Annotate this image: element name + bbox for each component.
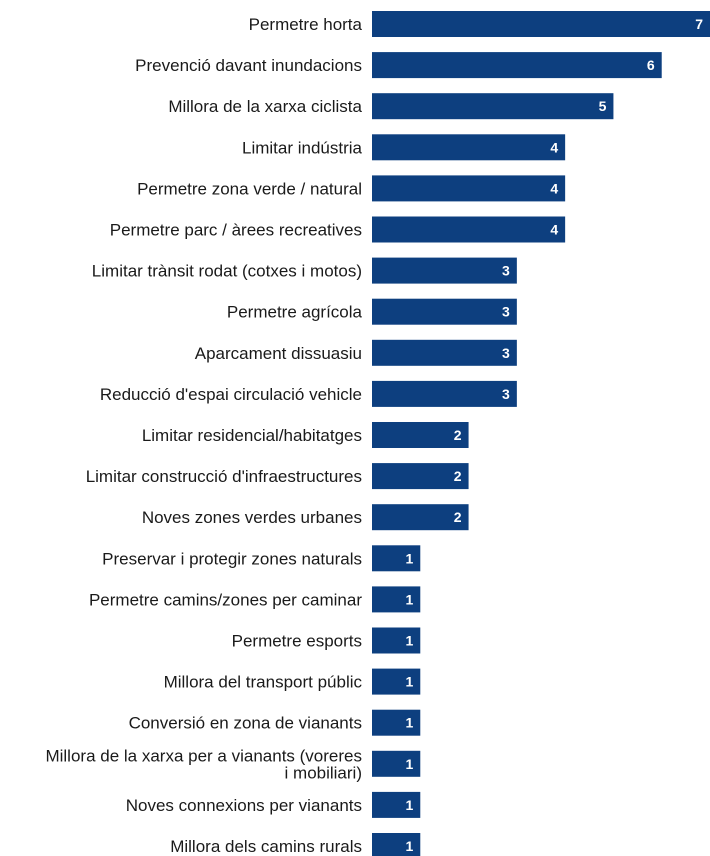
category-label: Millora de la xarxa per a vianants (vore… bbox=[45, 746, 362, 782]
category-label: Millora dels camins rurals bbox=[170, 837, 362, 856]
bar bbox=[372, 380, 517, 407]
category-label: Noves zones verdes urbanes bbox=[142, 508, 362, 527]
value-label: 2 bbox=[454, 427, 462, 443]
bar bbox=[372, 11, 710, 37]
value-label: 1 bbox=[405, 633, 413, 649]
bar bbox=[372, 668, 421, 695]
category-label: Permetre esports bbox=[232, 632, 362, 651]
value-label: 4 bbox=[550, 180, 558, 196]
category-label: Reducció d'espai circulació vehicle bbox=[100, 385, 362, 404]
bar bbox=[372, 216, 566, 243]
bar bbox=[372, 463, 469, 490]
bar bbox=[372, 52, 662, 79]
category-label: Millora del transport públic bbox=[164, 673, 363, 692]
category-label: Preservar i protegir zones naturals bbox=[102, 549, 362, 568]
value-label: 6 bbox=[647, 57, 655, 73]
category-label: Permetre zona verde / natural bbox=[137, 179, 362, 198]
bar bbox=[372, 791, 421, 818]
value-label: 1 bbox=[405, 591, 413, 607]
bar bbox=[372, 586, 421, 613]
bar bbox=[372, 339, 517, 366]
bar bbox=[372, 709, 421, 736]
bar bbox=[372, 504, 469, 531]
bar bbox=[372, 298, 517, 325]
value-label: 3 bbox=[502, 304, 510, 320]
category-label: Limitar indústria bbox=[242, 138, 363, 157]
value-label: 4 bbox=[550, 222, 558, 238]
category-label-line: i mobiliari) bbox=[285, 763, 362, 782]
bar bbox=[372, 627, 421, 654]
value-label: 1 bbox=[405, 715, 413, 731]
category-label-line: Millora de la xarxa per a vianants (vore… bbox=[45, 746, 362, 765]
category-label: Noves connexions per vianants bbox=[126, 796, 362, 815]
value-label: 3 bbox=[502, 386, 510, 402]
category-label: Aparcament dissuasiu bbox=[195, 344, 362, 363]
category-label: Permetre camins/zones per caminar bbox=[89, 590, 362, 609]
category-label: Limitar construcció d'infraestructures bbox=[86, 467, 362, 486]
category-label: Conversió en zona de vianants bbox=[129, 714, 362, 733]
value-label: 2 bbox=[454, 468, 462, 484]
bar bbox=[372, 833, 421, 856]
value-label: 5 bbox=[599, 98, 607, 114]
value-label: 1 bbox=[405, 797, 413, 813]
value-label: 1 bbox=[405, 756, 413, 772]
value-label: 3 bbox=[502, 345, 510, 361]
value-label: 4 bbox=[550, 139, 558, 155]
value-label: 2 bbox=[454, 509, 462, 525]
category-label: Permetre horta bbox=[249, 15, 363, 34]
value-label: 3 bbox=[502, 263, 510, 279]
value-label: 1 bbox=[405, 550, 413, 566]
bar bbox=[372, 93, 614, 120]
category-label: Prevenció davant inundacions bbox=[135, 56, 362, 75]
bar bbox=[372, 257, 517, 284]
value-label: 7 bbox=[695, 16, 703, 32]
category-label: Limitar residencial/habitatges bbox=[142, 426, 362, 445]
bar bbox=[372, 422, 469, 448]
value-label: 1 bbox=[405, 838, 413, 854]
bar bbox=[372, 175, 566, 202]
category-label: Permetre parc / àrees recreatives bbox=[110, 221, 362, 240]
category-label: Permetre agrícola bbox=[227, 303, 363, 322]
bar bbox=[372, 134, 566, 161]
bar bbox=[372, 750, 421, 777]
bar bbox=[372, 545, 421, 572]
value-label: 1 bbox=[405, 674, 413, 690]
category-label: Millora de la xarxa ciclista bbox=[168, 97, 362, 116]
category-label: Limitar trànsit rodat (cotxes i motos) bbox=[92, 262, 362, 281]
